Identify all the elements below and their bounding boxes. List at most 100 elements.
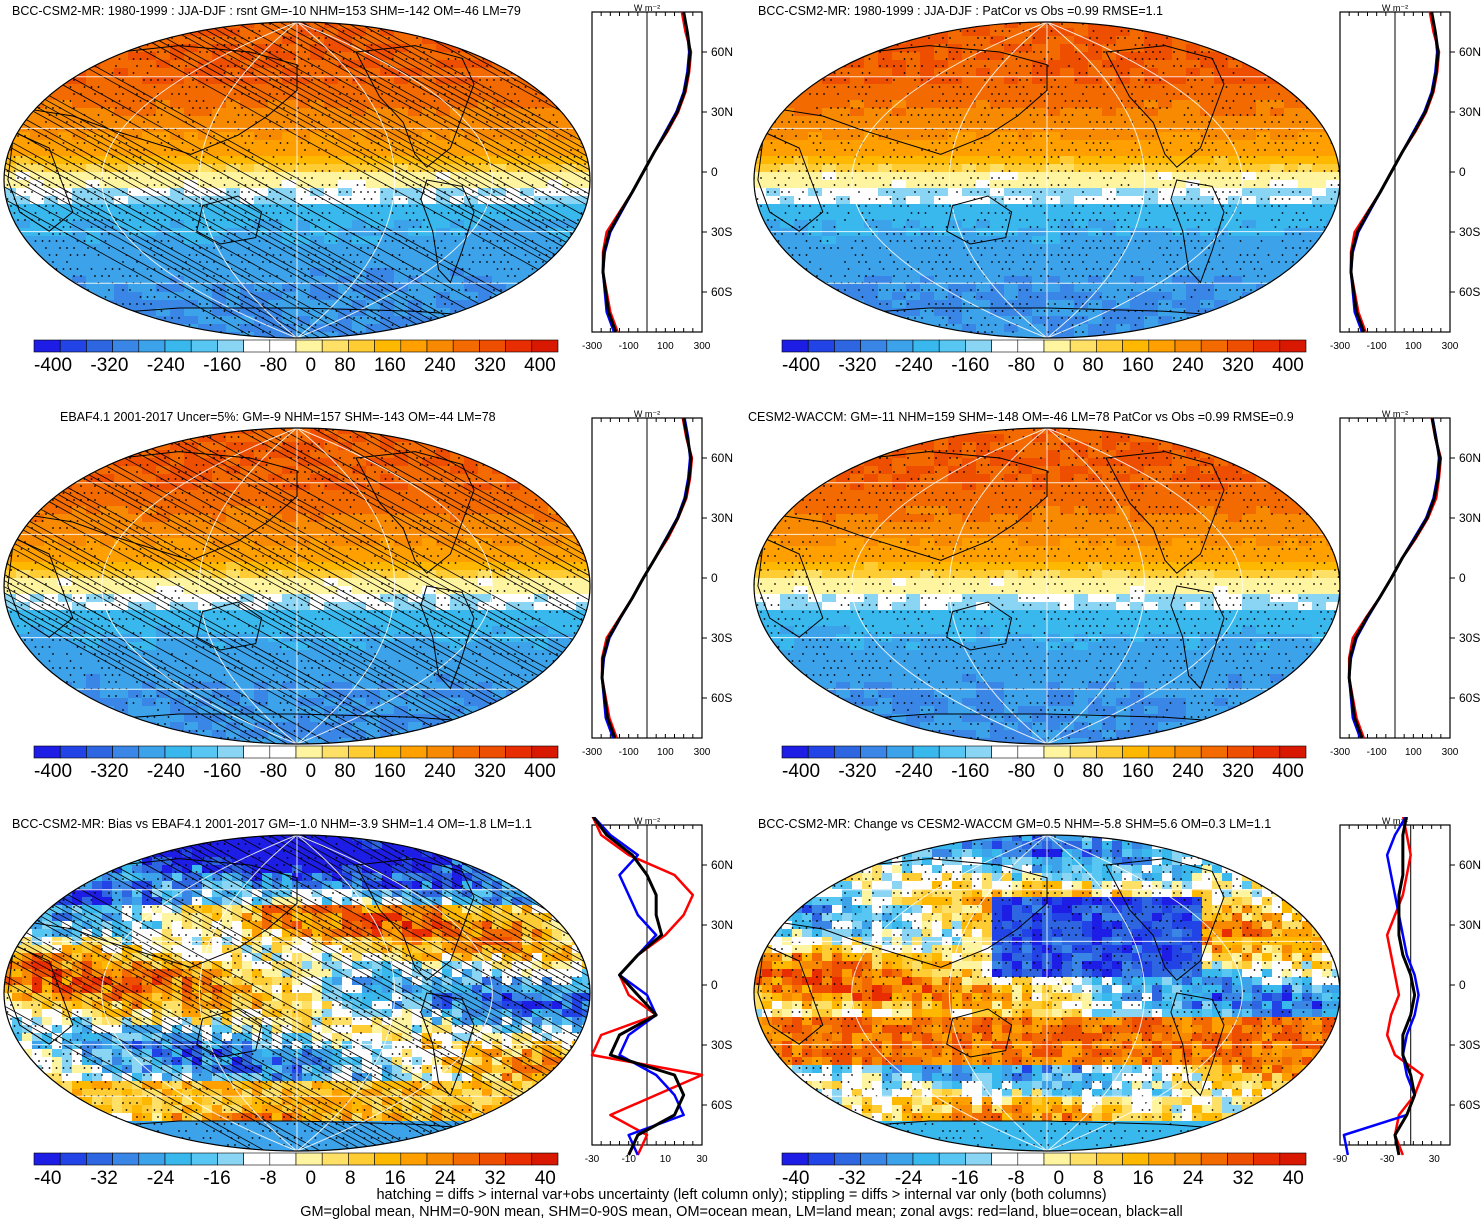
map-plot — [3, 21, 591, 339]
panel-title: EBAF4.1 2001-2017 Uncer=5%: GM=-9 NHM=15… — [60, 410, 496, 424]
zonal-xtick-label: 300 — [694, 341, 711, 352]
zonal-series-ocean — [1347, 417, 1441, 739]
coastlines — [757, 451, 1254, 725]
zonal-unit: W m⁻² — [1382, 4, 1408, 13]
zonal-xtick-label: 10 — [660, 1154, 672, 1165]
colorbar-tick-label: -8 — [260, 1168, 277, 1190]
map-border — [3, 21, 591, 339]
zonal-ytick-label: 0 — [711, 978, 718, 992]
graticule — [4, 22, 590, 338]
colorbar-tick-label: 80 — [1082, 355, 1103, 377]
zonal-ytick-label: 60S — [1459, 285, 1480, 299]
colorbar-tick-label: 40 — [535, 1168, 556, 1190]
colorbar-tick-label: 0 — [1053, 761, 1064, 783]
zonal-ytick-label: 60N — [711, 858, 733, 872]
colorbar-tick-label: 160 — [1122, 355, 1154, 377]
zonal-series-all — [600, 417, 693, 739]
colorbar-tick-label: 400 — [1272, 355, 1304, 377]
colorbar-tick-label: 16 — [1133, 1168, 1154, 1190]
colorbar-tick-label: 320 — [474, 761, 506, 783]
colorbar-tick-label: 320 — [474, 355, 506, 377]
colorbar-tick-label: 80 — [334, 761, 355, 783]
zonal-ytick-label: 30N — [711, 511, 733, 525]
zonal-ytick-label: 0 — [711, 165, 718, 179]
colorbar-tick-label: 320 — [1222, 355, 1254, 377]
zonal-unit: W m⁻² — [634, 410, 660, 419]
colorbar-tick-label: -240 — [895, 355, 933, 377]
colorbar-tick-label: -240 — [147, 355, 185, 377]
zonal-xtick-label: -10 — [621, 1154, 636, 1165]
map-plot — [3, 427, 591, 745]
colorbar-tick-label: -320 — [90, 761, 128, 783]
colorbar — [781, 1152, 1307, 1166]
zonal-ytick-label: 30N — [1459, 918, 1481, 932]
colorbar-tick-label: -240 — [895, 761, 933, 783]
map-plot — [753, 427, 1341, 745]
zonal-mean-plot: 60N 30N 0 30S 60S -300 -100 100 300 W m⁻² — [1330, 4, 1481, 352]
panel-title: CESM2-WACCM: GM=-11 NHM=159 SHM=-148 OM=… — [748, 410, 1294, 424]
zonal-unit: W m⁻² — [634, 4, 660, 13]
map-plot — [753, 21, 1341, 339]
zonal-ytick-label: 0 — [1459, 165, 1466, 179]
colorbar — [781, 745, 1307, 759]
colorbar-tick-label: 16 — [385, 1168, 406, 1190]
colorbar-tick-label: -240 — [147, 761, 185, 783]
stippling — [754, 429, 1340, 739]
colorbar-tick-label: -320 — [838, 761, 876, 783]
colorbar-tick-label: 400 — [524, 355, 556, 377]
zonal-ytick-label: 30S — [1459, 225, 1480, 239]
zonal-xtick-label: 100 — [1405, 341, 1422, 352]
zonal-frame — [1339, 824, 1451, 1146]
colorbar — [33, 745, 559, 759]
colorbar-tick-label: -40 — [34, 1168, 61, 1190]
zonal-ytick-label: 30S — [711, 631, 732, 645]
colorbar-tick-label: -160 — [951, 761, 989, 783]
zonal-ytick-label: 30S — [711, 225, 732, 239]
map-plot — [753, 834, 1341, 1152]
colorbar-tick-label: 0 — [305, 761, 316, 783]
colorbar-tick-label: 160 — [374, 355, 406, 377]
zonal-xtick-label: -30 — [1380, 1154, 1395, 1165]
coastlines — [757, 858, 1254, 1132]
zonal-ytick-label: 60N — [711, 45, 733, 59]
colorbar-tick-label: 24 — [435, 1168, 456, 1190]
panel-title: BCC-CSM2-MR: 1980-1999 : JJA-DJF : rsnt … — [12, 4, 521, 18]
zonal-ytick-label: 30N — [1459, 511, 1481, 525]
colorbar-tick-label: 240 — [424, 355, 456, 377]
map-border — [3, 834, 591, 1152]
zonal-series-land — [590, 817, 704, 1156]
zonal-ytick-label: 0 — [1459, 571, 1466, 585]
zonal-ytick-label: 30N — [1459, 105, 1481, 119]
panel-p6: BCC-CSM2-MR: Change vs CESM2-WACCM GM=0.… — [748, 813, 1483, 1213]
panel-p4: CESM2-WACCM: GM=-11 NHM=159 SHM=-148 OM=… — [748, 406, 1483, 806]
coastlines — [7, 451, 504, 725]
colorbar-labels: -40 -32 -24 -16 -8 0 8 16 24 32 40 — [782, 1168, 1304, 1190]
colorbar-tick-label: 240 — [1172, 355, 1204, 377]
zonal-ytick-label: 0 — [711, 571, 718, 585]
panel-title: BCC-CSM2-MR: 1980-1999 : JJA-DJF : PatCo… — [758, 4, 1163, 18]
zonal-xtick-label: 30 — [1429, 1154, 1441, 1165]
colorbar-tick-label: 0 — [305, 1168, 316, 1190]
zonal-xtick-label: -300 — [582, 747, 602, 758]
zonal-ytick-label: 30N — [711, 918, 733, 932]
colorbar-tick-label: -8 — [1008, 1168, 1025, 1190]
colorbar-tick-label: -16 — [951, 1168, 978, 1190]
colorbar-tick-label: 240 — [1172, 761, 1204, 783]
colorbar-tick-label: -400 — [34, 355, 72, 377]
colorbar-tick-label: 0 — [1053, 355, 1064, 377]
zonal-ytick-label: 30N — [711, 105, 733, 119]
coastlines — [757, 45, 1254, 319]
zonal-xtick-label: -300 — [582, 341, 602, 352]
colorbar-tick-label: 160 — [374, 761, 406, 783]
zonal-xtick-label: 300 — [1442, 341, 1459, 352]
zonal-xtick-label: 100 — [657, 341, 674, 352]
colorbar-tick-label: 400 — [524, 761, 556, 783]
zonal-xtick-label: 100 — [1405, 747, 1422, 758]
zonal-mean-plot: 60N 30N 0 30S 60S -300 -100 100 300 W m⁻² — [582, 4, 733, 352]
colorbar-tick-label: -16 — [203, 1168, 230, 1190]
zonal-series-ocean — [600, 417, 692, 739]
colorbar-tick-label: -24 — [147, 1168, 174, 1190]
colorbar-tick-label: 0 — [305, 355, 316, 377]
zonal-mean-plot: 60N 30N 0 30S 60S -30 -10 10 30 W m⁻² — [585, 817, 733, 1165]
zonal-ytick-label: 60S — [1459, 1098, 1480, 1112]
